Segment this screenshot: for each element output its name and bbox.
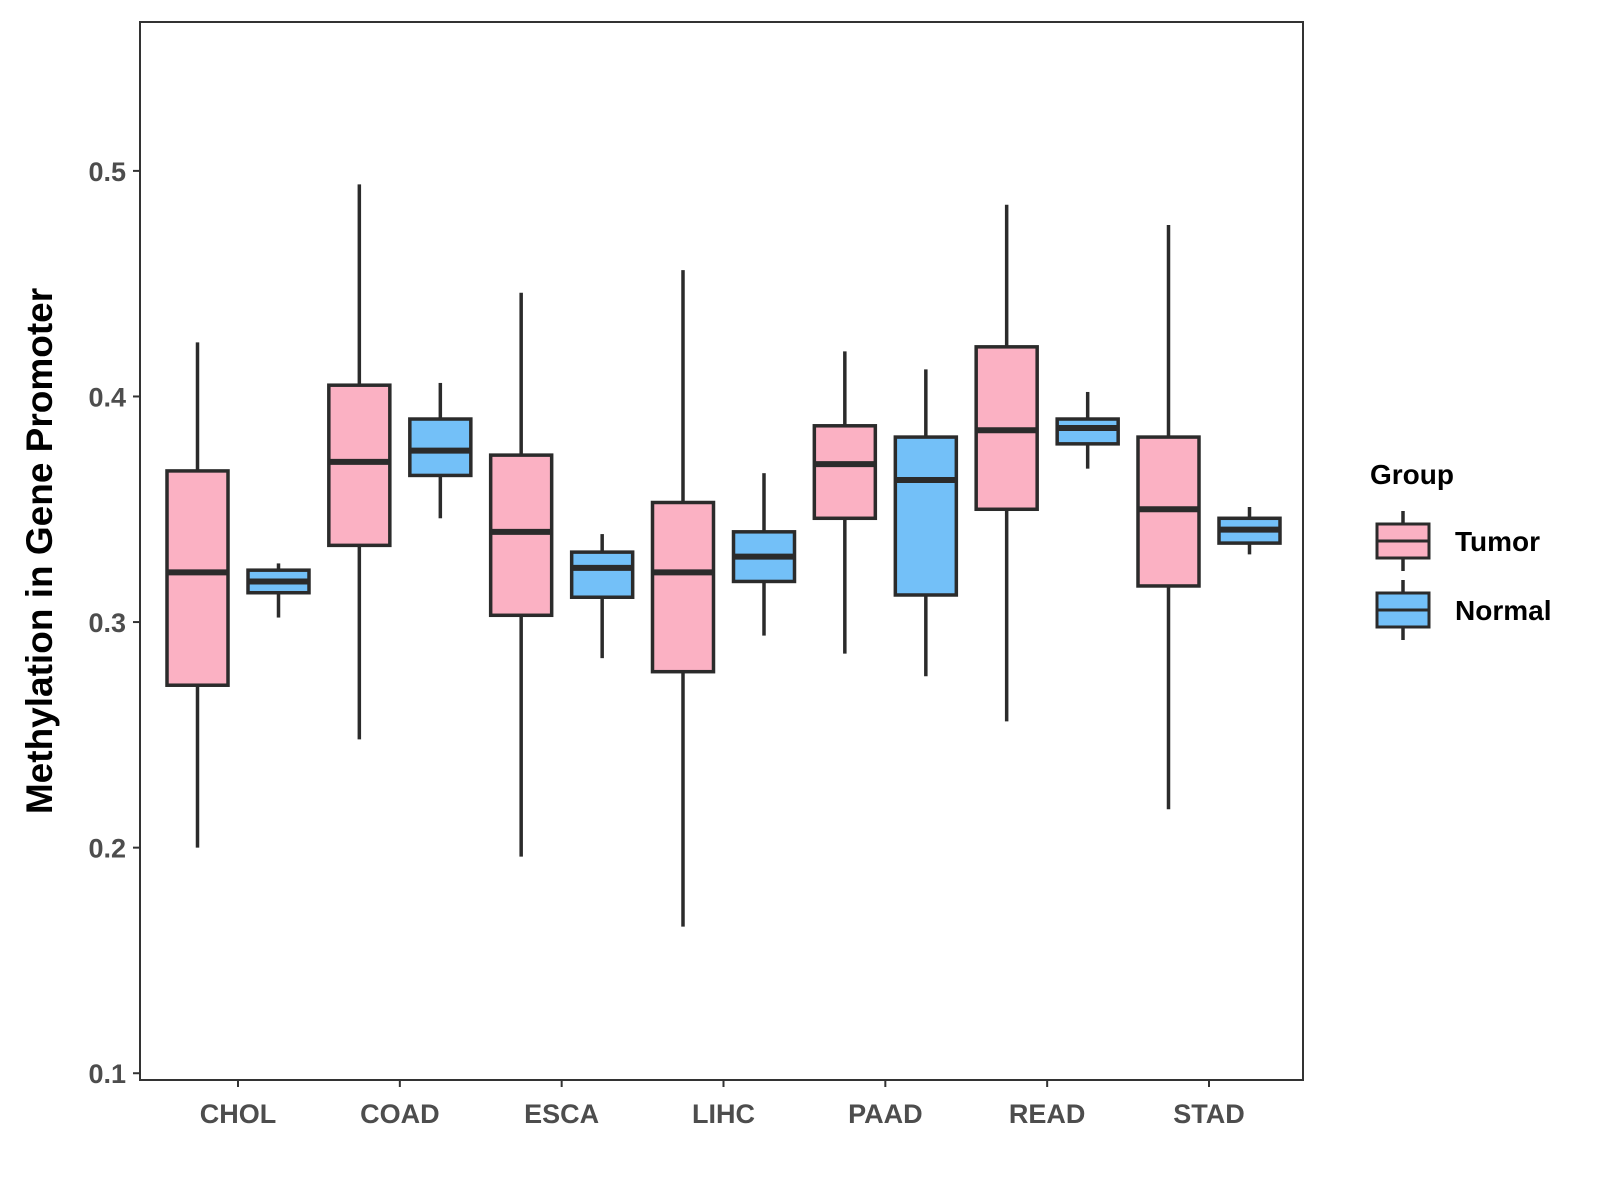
tumor-box-lihc: [650, 270, 716, 927]
legend-title: Group: [1370, 459, 1454, 490]
y-tick-label: 0.1: [88, 1059, 126, 1089]
box-iqr: [408, 417, 473, 478]
x-tick-label-paad: PAAD: [848, 1099, 923, 1129]
y-tick-label: 0.5: [88, 157, 126, 187]
normal-box-paad: [893, 369, 959, 677]
tumor-box-paad: [812, 351, 878, 654]
y-tick-label: 0.2: [88, 834, 126, 864]
box-series: [165, 184, 1282, 927]
x-tick-label-read: READ: [1009, 1099, 1086, 1129]
normal-box-stad: [1217, 507, 1282, 555]
normal-box-read: [1055, 391, 1120, 469]
box-iqr: [327, 383, 392, 548]
x-tick-label-esca: ESCA: [524, 1099, 599, 1129]
tumor-box-stad: [1136, 225, 1201, 810]
tumor-box-coad: [327, 184, 392, 740]
tumor-box-read: [974, 204, 1039, 722]
tumor-box-esca: [488, 292, 554, 857]
box-iqr: [569, 550, 635, 599]
x-tick-label-lihc: LIHC: [692, 1099, 755, 1129]
box-iqr: [165, 469, 230, 687]
box-iqr: [893, 435, 959, 597]
box-iqr: [488, 453, 554, 618]
x-axis: CHOL COAD ESCA LIHC PAAD READ STAD: [200, 1080, 1245, 1129]
x-tick-label-chol: CHOL: [200, 1099, 277, 1129]
normal-box-coad: [408, 382, 473, 519]
normal-box-esca: [569, 534, 635, 659]
y-tick-label: 0.4: [88, 382, 126, 412]
box-iqr: [650, 500, 716, 674]
x-tick-label-coad: COAD: [360, 1099, 440, 1129]
normal-box-lihc: [731, 473, 797, 636]
box-iqr: [812, 424, 878, 521]
legend-label-normal: Normal: [1455, 595, 1551, 626]
x-tick-label-stad: STAD: [1173, 1099, 1245, 1129]
normal-box-chol: [246, 563, 311, 618]
legend-key-normal: [1375, 580, 1431, 640]
y-axis: 0.1 0.2 0.3 0.4 0.5: [88, 157, 140, 1089]
legend: Group Tumor Normal: [1370, 459, 1551, 640]
y-tick-label: 0.3: [88, 608, 126, 638]
tumor-box-chol: [165, 342, 230, 848]
plot-panel: [139, 21, 1304, 1081]
y-axis-title: Methylation in Gene Promoter: [19, 288, 60, 814]
box-iqr: [1055, 417, 1120, 446]
legend-label-tumor: Tumor: [1455, 526, 1540, 557]
legend-key-tumor: [1375, 511, 1431, 571]
